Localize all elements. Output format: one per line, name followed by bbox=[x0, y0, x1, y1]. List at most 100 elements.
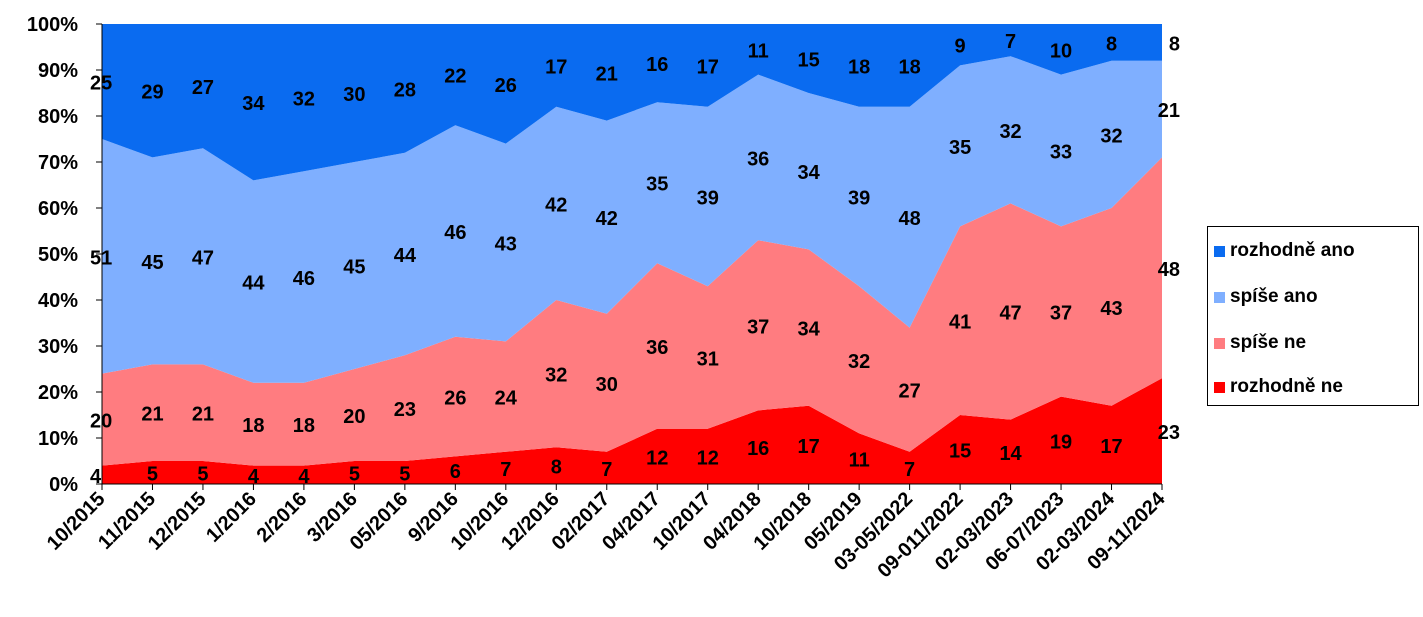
y-tick-label: 60% bbox=[38, 198, 78, 220]
data-label: 42 bbox=[596, 208, 618, 230]
data-label: 27 bbox=[192, 77, 214, 99]
data-label: 26 bbox=[444, 388, 466, 410]
data-label: 45 bbox=[343, 257, 365, 279]
legend-item-rozhodne-ano: rozhodně ano bbox=[1214, 239, 1355, 263]
data-label: 11 bbox=[748, 40, 769, 62]
data-label: 34 bbox=[242, 93, 265, 115]
data-label: 34 bbox=[798, 319, 821, 341]
data-label: 25 bbox=[90, 73, 112, 95]
data-label: 23 bbox=[1158, 422, 1180, 444]
y-tick-label: 90% bbox=[38, 60, 78, 82]
legend-item-spise-ne: spíše ne bbox=[1214, 331, 1306, 355]
legend-item-spise-ano: spíše ano bbox=[1214, 285, 1318, 309]
data-label: 36 bbox=[646, 337, 668, 359]
data-label: 44 bbox=[242, 273, 265, 295]
data-label: 19 bbox=[1050, 431, 1072, 453]
data-label: 17 bbox=[545, 56, 567, 78]
y-tick-label: 80% bbox=[38, 106, 78, 128]
data-label: 5 bbox=[399, 464, 410, 486]
y-tick-label: 20% bbox=[38, 382, 78, 404]
data-label: 5 bbox=[349, 464, 360, 486]
data-label: 7 bbox=[904, 459, 915, 481]
data-label: 5 bbox=[147, 464, 158, 486]
data-label: 32 bbox=[848, 351, 870, 373]
area-spise-ano bbox=[102, 56, 1162, 383]
data-label: 17 bbox=[697, 56, 719, 78]
legend-label: spíše ne bbox=[1230, 332, 1307, 353]
data-label: 22 bbox=[444, 66, 466, 88]
data-label: 39 bbox=[697, 188, 719, 210]
data-label: 33 bbox=[1050, 142, 1072, 164]
y-tick-label: 70% bbox=[38, 152, 78, 174]
data-label: 4 bbox=[248, 466, 260, 488]
data-label: 9 bbox=[955, 36, 966, 58]
data-label: 36 bbox=[747, 148, 769, 170]
data-label: 18 bbox=[242, 415, 264, 437]
data-label: 5 bbox=[197, 464, 208, 486]
data-label: 17 bbox=[798, 436, 820, 458]
y-tick-label: 40% bbox=[38, 290, 78, 312]
data-label: 12 bbox=[646, 447, 668, 469]
data-label: 32 bbox=[999, 121, 1021, 143]
data-label: 18 bbox=[898, 56, 920, 78]
data-label: 8 bbox=[1106, 33, 1117, 55]
data-label: 16 bbox=[747, 438, 769, 460]
data-label: 10 bbox=[1050, 40, 1072, 62]
data-label: 24 bbox=[495, 388, 518, 410]
data-label: 32 bbox=[545, 365, 567, 387]
data-label: 7 bbox=[500, 459, 511, 481]
data-label: 21 bbox=[192, 404, 214, 426]
data-label: 11 bbox=[849, 450, 870, 472]
data-label: 18 bbox=[293, 415, 315, 437]
data-label: 46 bbox=[293, 268, 315, 290]
data-label: 17 bbox=[1100, 436, 1122, 458]
data-label: 7 bbox=[1005, 31, 1016, 53]
data-label: 28 bbox=[394, 79, 416, 101]
y-tick-label: 10% bbox=[38, 428, 78, 450]
data-label: 8 bbox=[1169, 33, 1180, 55]
data-label: 42 bbox=[545, 194, 567, 216]
data-label: 44 bbox=[394, 245, 417, 267]
data-label: 45 bbox=[141, 252, 163, 274]
data-label: 8 bbox=[551, 457, 562, 479]
data-label: 15 bbox=[798, 50, 820, 72]
legend-swatch-rozhodne-ne bbox=[1214, 381, 1225, 393]
data-label: 35 bbox=[949, 137, 971, 159]
data-label: 31 bbox=[697, 349, 719, 371]
data-label: 43 bbox=[1100, 298, 1122, 320]
data-label: 51 bbox=[90, 247, 112, 269]
legend: rozhodně ano spíše ano spíše ne rozhodně… bbox=[1207, 226, 1419, 406]
data-label: 48 bbox=[898, 208, 920, 230]
legend-label: spíše ano bbox=[1230, 286, 1318, 307]
data-label: 30 bbox=[596, 374, 618, 396]
data-label: 20 bbox=[343, 406, 365, 428]
data-label: 43 bbox=[495, 234, 517, 256]
data-label: 14 bbox=[999, 443, 1022, 465]
data-label: 39 bbox=[848, 188, 870, 210]
data-label: 37 bbox=[747, 316, 769, 338]
y-tick-label: 30% bbox=[38, 336, 78, 358]
area-rozhodne-ano bbox=[102, 24, 1162, 181]
data-label: 47 bbox=[192, 247, 214, 269]
legend-swatch-spise-ne bbox=[1214, 337, 1225, 349]
data-label: 32 bbox=[1100, 125, 1122, 147]
data-label: 12 bbox=[697, 447, 719, 469]
area-spise-ne bbox=[102, 157, 1162, 466]
y-tick-label: 0% bbox=[49, 474, 78, 496]
legend-swatch-rozhodne-ano bbox=[1214, 245, 1225, 257]
data-label: 18 bbox=[848, 56, 870, 78]
data-label: 35 bbox=[646, 174, 668, 196]
data-label: 47 bbox=[999, 303, 1021, 325]
chart-areas bbox=[102, 24, 1162, 484]
data-label: 41 bbox=[949, 312, 971, 334]
data-label: 16 bbox=[646, 54, 668, 76]
data-label: 4 bbox=[298, 466, 310, 488]
legend-item-rozhodne-ne: rozhodně ne bbox=[1214, 375, 1343, 399]
data-label: 6 bbox=[450, 461, 461, 483]
area-rozhodne-ne bbox=[102, 378, 1162, 484]
legend-label: rozhodně ne bbox=[1230, 376, 1343, 397]
x-tick-label: 1/2016 bbox=[202, 488, 261, 547]
data-label: 4 bbox=[90, 466, 102, 488]
